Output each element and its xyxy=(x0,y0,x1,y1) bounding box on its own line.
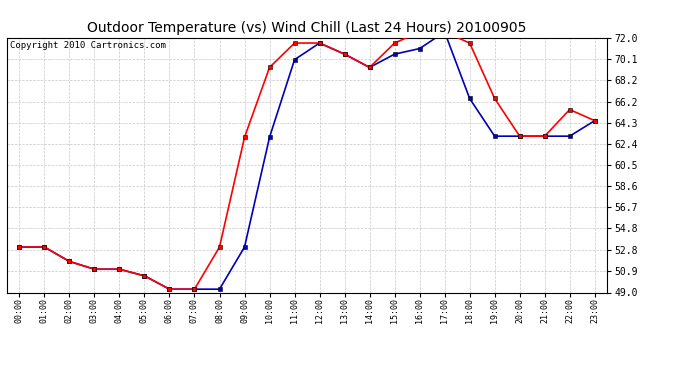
Title: Outdoor Temperature (vs) Wind Chill (Last 24 Hours) 20100905: Outdoor Temperature (vs) Wind Chill (Las… xyxy=(88,21,526,35)
Text: Copyright 2010 Cartronics.com: Copyright 2010 Cartronics.com xyxy=(10,41,166,50)
